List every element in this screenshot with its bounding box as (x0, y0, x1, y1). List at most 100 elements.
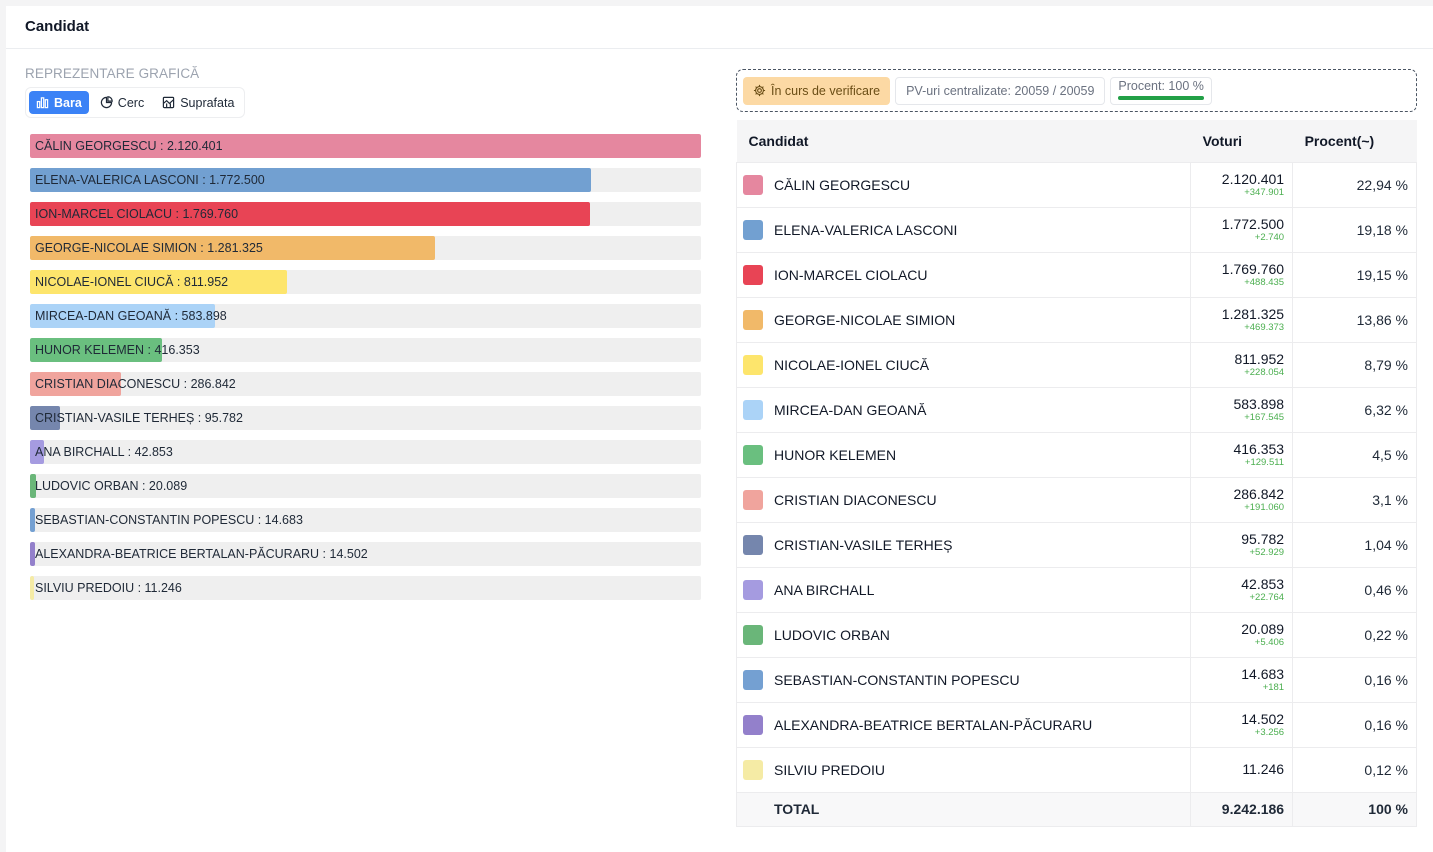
votes-delta: +228.054 (1244, 366, 1285, 378)
results-section: În curs de verificare PV-uri centralizat… (735, 69, 1417, 827)
percent-cell: 19,15 % (1292, 252, 1417, 298)
bar-label: SILVIU PREDOIU : 11.246 (35, 581, 182, 595)
candidate-wrap: MIRCEA-DAN GEOANĂ (743, 399, 1190, 420)
candidate-cell: CRISTIAN DIACONESCU (735, 477, 1191, 523)
candidate-color-swatch (743, 354, 763, 375)
column-header-percent[interactable]: Procent(~) (1292, 120, 1417, 163)
bar-row[interactable]: ION-MARCEL CIOLACU : 1.769.760 (30, 202, 701, 226)
candidate-cell: SILVIU PREDOIU (735, 747, 1191, 793)
table-row[interactable]: CĂLIN GEORGESCU 2.120.401 +347.901 22,94 % (735, 162, 1417, 208)
candidate-cell: ION-MARCEL CIOLACU (735, 252, 1191, 298)
candidate-name: SILVIU PREDOIU (774, 761, 885, 778)
total-label: TOTAL (735, 792, 1191, 827)
bar-label: ALEXANDRA-BEATRICE BERTALAN-PĂCURARU : 1… (35, 547, 368, 561)
table-row[interactable]: ION-MARCEL CIOLACU 1.769.760 +488.435 19,15… (735, 252, 1417, 298)
candidate-color-swatch (743, 669, 763, 690)
table-row[interactable]: ANA BIRCHALL 42.853 +22.764 0,46 % (735, 567, 1417, 613)
total-percent: 100 % (1292, 792, 1417, 827)
results-table: Candidat Voturi Procent(~) CĂLIN GEORGES… (735, 120, 1417, 827)
table-row[interactable]: SILVIU PREDOIU 11.246 0,12 % (735, 747, 1417, 793)
votes-cell: 14.502 +3.256 (1190, 702, 1294, 748)
bar-row[interactable]: CĂLIN GEORGESCU : 2.120.401 (30, 134, 701, 158)
bar-label: MIRCEA-DAN GEOANĂ : 583.898 (35, 309, 227, 323)
votes-value: 811.952 (1234, 350, 1285, 367)
procent-indicator: Procent: 100 % (1110, 76, 1213, 105)
table-row[interactable]: MIRCEA-DAN GEOANĂ 583.898 +167.545 6,32 % (735, 387, 1417, 433)
bar-fill (30, 372, 121, 396)
bar-fill (30, 202, 591, 226)
votes-cell: 1.772.500 +2.740 (1190, 207, 1294, 253)
bar-row[interactable]: SEBASTIAN-CONSTANTIN POPESCU : 14.683 (30, 508, 701, 532)
candidate-wrap: HUNOR KELEMEN (743, 444, 1190, 465)
votes-value: 583.898 (1233, 395, 1285, 412)
bar-fill (30, 304, 215, 328)
bar-label: CĂLIN GEORGESCU : 2.120.401 (35, 139, 223, 153)
bar-fill (30, 440, 44, 464)
bar-label: SEBASTIAN-CONSTANTIN POPESCU : 14.683 (35, 513, 303, 527)
table-row[interactable]: ALEXANDRA-BEATRICE BERTALAN-PĂCURARU 14.5… (735, 702, 1417, 748)
candidate-wrap: CRISTIAN-VASILE TERHEȘ (743, 534, 1190, 555)
percent-cell: 0,22 % (1292, 612, 1417, 658)
votes-cell: 14.683 +181 (1190, 657, 1294, 703)
table-row[interactable]: LUDOVIC ORBAN 20.089 +5.406 0,22 % (735, 612, 1417, 658)
table-row[interactable]: ELENA-VALERICA LASCONI 1.772.500 +2.740 19,… (735, 207, 1417, 253)
votes-cell: 95.782 +52.929 (1190, 522, 1294, 568)
votes-value: 2.120.401 (1221, 170, 1285, 187)
table-row[interactable]: HUNOR KELEMEN 416.353 +129.511 4,5 % (735, 432, 1417, 478)
tab-bara[interactable]: Bara (29, 91, 89, 114)
candidate-wrap: ANA BIRCHALL (743, 579, 1190, 600)
candidate-cell: CRISTIAN-VASILE TERHEȘ (735, 522, 1191, 568)
percent-cell: 0,16 % (1292, 702, 1417, 748)
bar-row[interactable]: ALEXANDRA-BEATRICE BERTALAN-PĂCURARU : 1… (30, 542, 701, 566)
candidate-color-swatch (743, 489, 763, 510)
percent-cell: 1,04 % (1292, 522, 1417, 568)
percent-cell: 4,5 % (1292, 432, 1417, 478)
votes-value: 416.353 (1233, 440, 1285, 457)
tab-suprafata[interactable]: Suprafata (155, 91, 241, 114)
table-row[interactable]: GEORGE-NICOLAE SIMION 1.281.325 +469.373 13… (735, 297, 1417, 343)
table-row[interactable]: CRISTIAN DIACONESCU 286.842 +191.060 3,1 % (735, 477, 1417, 523)
votes-value: 95.782 (1241, 530, 1285, 547)
votes-delta: +167.545 (1244, 411, 1285, 423)
candidate-color-swatch (743, 714, 763, 735)
bar-row[interactable]: ELENA-VALERICA LASCONI : 1.772.500 (30, 168, 701, 192)
bar-row[interactable]: NICOLAE-IONEL CIUCĂ : 811.952 (30, 270, 701, 294)
votes-cell: 811.952 +228.054 (1190, 342, 1294, 388)
table-row[interactable]: CRISTIAN-VASILE TERHEȘ 95.782 +52.929 1,04 … (735, 522, 1417, 568)
votes-delta: +347.901 (1244, 186, 1285, 198)
candidate-cell: ANA BIRCHALL (735, 567, 1191, 613)
pie-chart-icon (100, 96, 113, 109)
table-row[interactable]: SEBASTIAN-CONSTANTIN POPESCU 14.683 +181 0,… (735, 657, 1417, 703)
bar-row[interactable]: ANA BIRCHALL : 42.853 (30, 440, 701, 464)
column-header-votes[interactable]: Voturi (1190, 120, 1293, 163)
bar-row[interactable]: LUDOVIC ORBAN : 20.089 (30, 474, 701, 498)
bar-row[interactable]: HUNOR KELEMEN : 416.353 (30, 338, 701, 362)
bar-row[interactable]: GEORGE-NICOLAE SIMION : 1.281.325 (30, 236, 701, 260)
candidate-wrap: LUDOVIC ORBAN (743, 624, 1190, 645)
percent-cell: 0,46 % (1292, 567, 1417, 613)
candidate-name: CRISTIAN DIACONESCU (774, 491, 937, 508)
bar-row[interactable]: CRISTIAN DIACONESCU : 286.842 (30, 372, 701, 396)
chart-type-tabs: Bara Cerc Suprafata (25, 87, 246, 118)
tab-suprafata-label: Suprafata (180, 95, 235, 110)
candidate-wrap: ION-MARCEL CIOLACU (743, 264, 1190, 285)
gear-icon (753, 84, 766, 97)
candidate-results-card: Candidat REPREZENTARE GRAFICĂ Bara Cerc (6, 6, 1433, 852)
area-chart-icon (162, 96, 175, 109)
candidate-color-swatch (743, 174, 763, 195)
column-header-candidate[interactable]: Candidat (736, 120, 1191, 163)
candidate-name: SEBASTIAN-CONSTANTIN POPESCU (774, 671, 1020, 688)
bar-fill (30, 270, 287, 294)
candidate-name: NICOLAE-IONEL CIUCĂ (774, 356, 930, 373)
bar-row[interactable]: SILVIU PREDOIU : 11.246 (30, 576, 701, 600)
votes-cell: 20.089 +5.406 (1190, 612, 1294, 658)
tab-cerc[interactable]: Cerc (93, 91, 151, 114)
bar-row[interactable]: CRISTIAN-VASILE TERHEȘ : 95.782 (30, 406, 701, 430)
tab-bara-label: Bara (54, 95, 82, 110)
bar-row[interactable]: MIRCEA-DAN GEOANĂ : 583.898 (30, 304, 701, 328)
table-row[interactable]: NICOLAE-IONEL CIUCĂ 811.952 +228.054 8,79 % (735, 342, 1417, 388)
candidate-cell: SEBASTIAN-CONSTANTIN POPESCU (735, 657, 1191, 703)
candidate-color-swatch (743, 264, 763, 285)
candidate-wrap: CRISTIAN DIACONESCU (743, 489, 1190, 510)
candidate-color-swatch (743, 759, 763, 780)
